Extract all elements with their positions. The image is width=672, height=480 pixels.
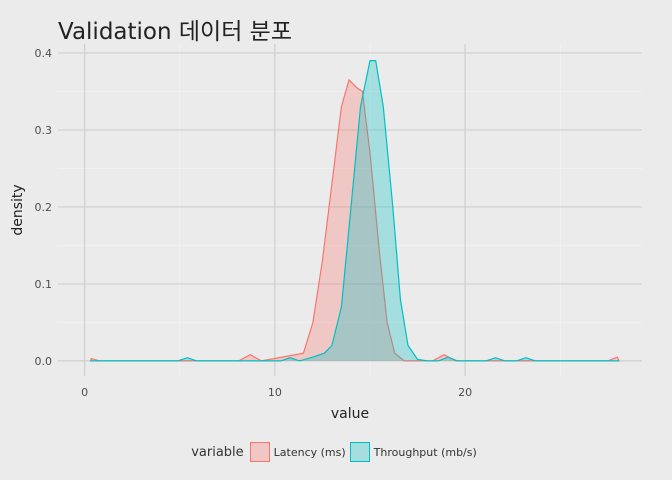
y-tick-label: 0.2 bbox=[35, 201, 53, 214]
legend-label-latency: Latency (ms) bbox=[273, 445, 346, 459]
y-tick-label: 0.3 bbox=[35, 124, 53, 137]
density-area-1 bbox=[90, 60, 620, 361]
y-tick-label: 0.4 bbox=[35, 47, 53, 60]
legend-item-throughput: Throughput (mb/s) bbox=[349, 442, 477, 462]
x-tick-label: 10 bbox=[268, 386, 282, 399]
legend-title: variable bbox=[191, 444, 244, 460]
legend-key-latency bbox=[249, 442, 270, 462]
legend: variable Latency (ms) Throughput (mb/s) bbox=[0, 438, 672, 466]
x-tick-label: 20 bbox=[458, 386, 472, 399]
x-axis-label: value bbox=[331, 406, 369, 422]
chart-title: Validation 데이터 분포 bbox=[58, 19, 292, 45]
legend-label-throughput: Throughput (mb/s) bbox=[373, 445, 477, 459]
y-axis-label: density bbox=[10, 184, 26, 235]
legend-key-throughput bbox=[349, 442, 370, 462]
density-line-0 bbox=[89, 78, 620, 362]
x-tick-label: 0 bbox=[81, 386, 88, 399]
density-area-0 bbox=[90, 79, 620, 361]
y-tick-label: 0.1 bbox=[35, 278, 53, 291]
legend-item-latency: Latency (ms) bbox=[249, 442, 346, 462]
density-line-1 bbox=[90, 60, 620, 362]
y-tick-label: 0.0 bbox=[35, 355, 53, 368]
